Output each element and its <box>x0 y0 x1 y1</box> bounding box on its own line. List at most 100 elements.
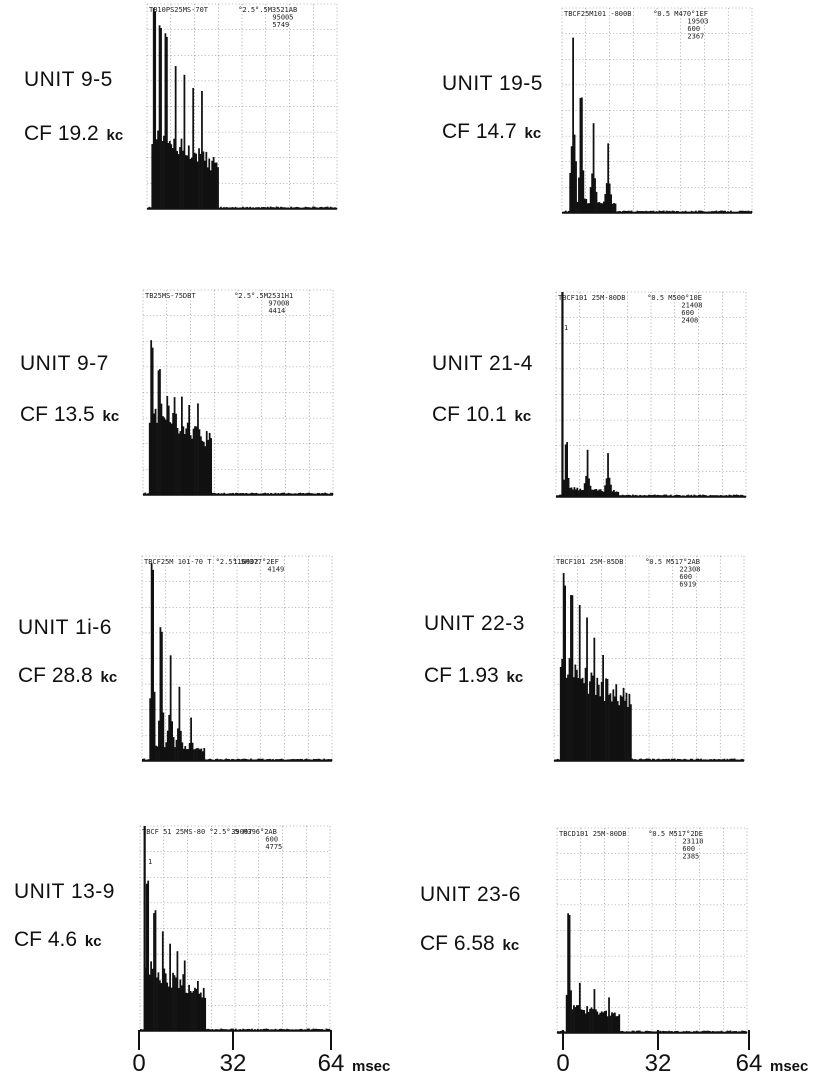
histogram-bin <box>609 693 612 761</box>
histogram-bin <box>741 758 743 761</box>
histogram-bin <box>303 493 306 495</box>
histogram-bin <box>153 413 155 495</box>
histogram-bin <box>604 485 606 497</box>
histogram-bin <box>716 759 718 761</box>
histogram-bin <box>646 1030 648 1033</box>
histogram-bin <box>742 759 745 761</box>
histogram-bin <box>254 759 257 761</box>
histogram-bin <box>147 493 150 495</box>
histogram-bin <box>708 759 711 761</box>
histogram-bin <box>661 210 664 213</box>
header-text: 116002 <box>233 558 258 566</box>
cf-label-21-4: CF 10.1 kc <box>432 403 531 427</box>
histogram-bin <box>182 748 185 761</box>
histogram-bin <box>311 493 313 495</box>
histogram-bin <box>277 206 279 209</box>
histogram-bin <box>220 206 222 209</box>
histogram-bin <box>318 493 321 495</box>
histogram-bin <box>695 210 697 213</box>
histogram-bin <box>624 495 627 497</box>
histogram-bin <box>270 492 272 495</box>
histogram-bin <box>326 759 328 761</box>
histogram-bin <box>236 492 239 495</box>
axis-tick-left-32 <box>232 1030 234 1050</box>
histogram-bin <box>605 183 608 213</box>
histogram-bin <box>227 207 230 209</box>
histogram-bin <box>635 211 637 213</box>
histogram-bin <box>180 138 183 209</box>
histogram-bin <box>281 492 284 495</box>
histogram-bin <box>727 759 730 761</box>
header-text: °0.5 M517°2DE <box>648 830 703 838</box>
histogram-bin <box>324 759 327 761</box>
histogram-bin <box>576 487 579 497</box>
histogram-bin <box>246 1029 249 1031</box>
histogram-bin <box>148 422 151 495</box>
histogram-bin <box>738 1031 740 1033</box>
histogram-bin <box>249 493 252 495</box>
histogram-bin <box>662 210 665 213</box>
histogram-bin <box>201 751 204 761</box>
histogram-bin <box>730 758 733 761</box>
histogram-bin <box>700 210 703 213</box>
histogram-bin <box>677 211 680 213</box>
histogram-bin <box>232 1028 234 1031</box>
histogram-bin <box>562 572 565 761</box>
histogram-bin <box>650 1031 653 1033</box>
histogram-bin <box>567 913 569 1033</box>
histogram-bin <box>295 493 297 495</box>
histogram-bin <box>706 759 708 761</box>
histogram-bin <box>625 692 628 761</box>
histogram-bin <box>177 728 179 761</box>
header-text: 600 <box>681 309 694 317</box>
histogram-bin <box>228 759 230 761</box>
histogram-bin <box>623 210 626 213</box>
histogram-bin <box>270 759 273 761</box>
histogram-bin <box>225 207 228 209</box>
histogram-bin <box>557 1031 559 1033</box>
histogram-bin <box>320 206 323 209</box>
histogram-bin <box>578 982 581 1033</box>
histogram-bin <box>299 207 301 209</box>
histogram-bin <box>731 495 734 497</box>
histogram-bin <box>154 910 157 1031</box>
histogram-bin <box>265 207 268 209</box>
histogram-bin <box>722 759 724 761</box>
histogram-bin <box>642 211 645 213</box>
histogram-bin <box>191 742 194 761</box>
histogram-bin <box>584 667 587 761</box>
histogram-bin <box>616 1016 619 1033</box>
histogram-bin <box>299 492 302 495</box>
histogram-bin <box>710 1031 713 1033</box>
histogram-bin <box>565 994 568 1033</box>
histogram-bin <box>597 684 600 761</box>
histogram-bin <box>719 210 722 213</box>
header-text: 600 <box>265 836 278 844</box>
histogram-bin <box>315 759 318 761</box>
histogram-bin <box>730 1031 733 1033</box>
histogram-bin <box>686 495 688 497</box>
histogram-bin <box>610 194 612 213</box>
histogram-bin <box>653 494 656 497</box>
histogram-bin <box>593 989 596 1033</box>
histogram-bin <box>242 1028 245 1031</box>
histogram-bin <box>263 759 266 761</box>
histogram-bin <box>243 207 246 209</box>
histogram-bin <box>710 495 713 497</box>
header-text: 4775 <box>265 843 282 851</box>
histogram-bin <box>568 658 571 761</box>
histogram-bin <box>191 992 193 1031</box>
cf-label-19-5: CF 14.7 kc <box>442 120 541 144</box>
histogram-bin <box>635 759 638 761</box>
histogram-bin <box>741 1030 743 1033</box>
psth-panel-19-5: TBCF25M101 -800B °0.5 M470°1EF 19503 600 236… <box>561 7 753 214</box>
histogram-bin <box>729 495 732 497</box>
histogram-bin <box>188 984 190 1031</box>
histogram-bin <box>214 493 217 495</box>
histogram-bin <box>277 759 280 761</box>
histogram-bin <box>728 1031 730 1033</box>
histogram-bin <box>274 207 276 209</box>
histogram-bin <box>558 1031 561 1033</box>
histogram-bin <box>182 974 185 1031</box>
sync-marker-line <box>143 826 146 1031</box>
